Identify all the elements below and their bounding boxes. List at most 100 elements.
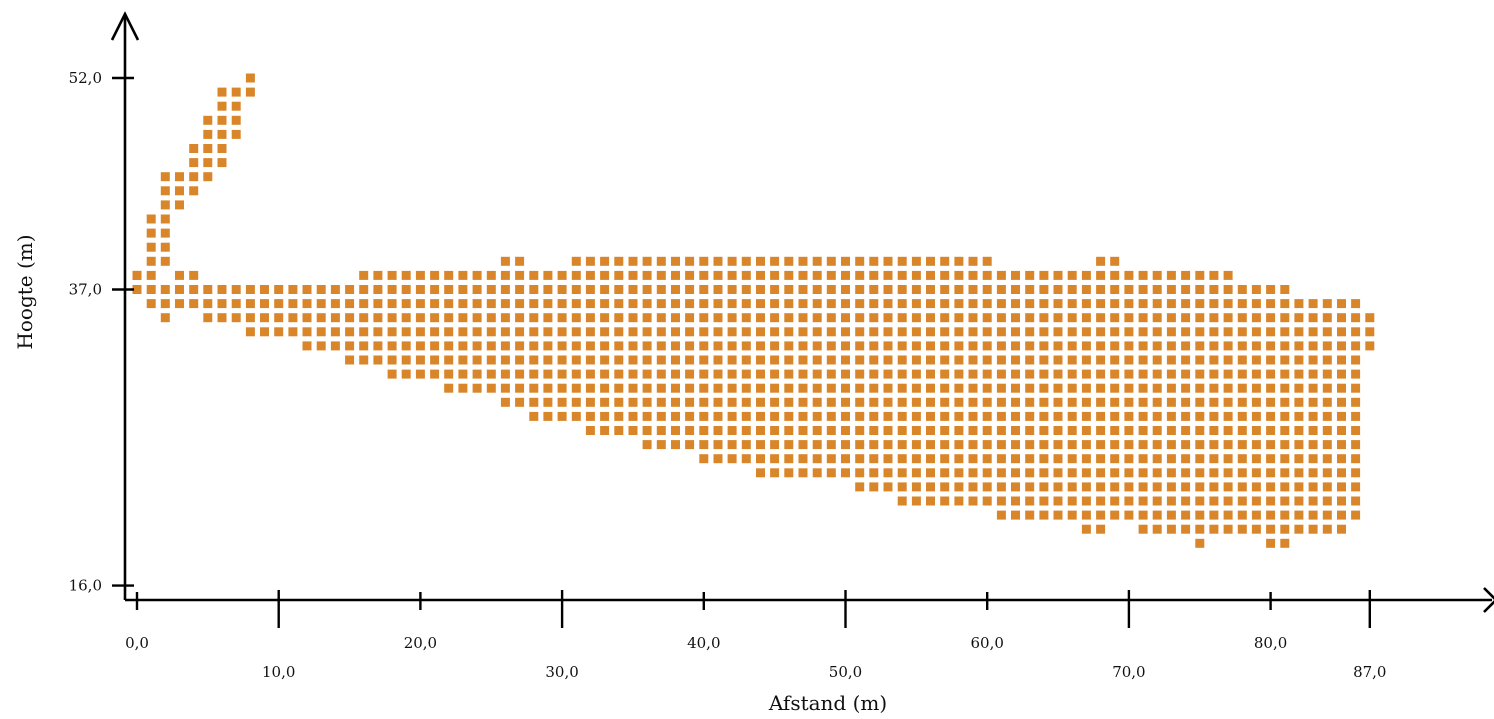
body-cell	[911, 411, 921, 421]
body-cell	[1039, 454, 1049, 464]
body-cell	[1110, 327, 1120, 337]
body-cell	[713, 313, 723, 323]
body-cell	[1053, 482, 1063, 492]
body-cell	[741, 397, 751, 407]
body-cell	[1223, 510, 1233, 520]
body-cell	[1110, 285, 1120, 294]
body-cell	[798, 256, 808, 266]
body-cell	[1039, 496, 1049, 506]
body-cell	[1081, 397, 1091, 407]
body-cell	[1152, 496, 1162, 506]
body-cell	[1181, 299, 1191, 309]
body-cell	[1351, 468, 1361, 478]
body-cell	[1308, 327, 1318, 337]
body-cell	[1308, 355, 1318, 365]
body-cell	[727, 454, 737, 464]
body-cell	[1195, 524, 1205, 534]
body-cell	[699, 355, 709, 365]
arm-cell	[203, 144, 213, 153]
body-cell	[628, 369, 638, 379]
body-cell	[1223, 411, 1233, 421]
body-cell	[770, 426, 780, 435]
body-cell	[543, 313, 553, 323]
body-cell	[486, 355, 496, 365]
arm-cell	[231, 87, 241, 97]
body-cell	[1351, 411, 1361, 421]
body-cell	[982, 411, 992, 421]
body-cell	[1322, 313, 1332, 323]
body-cell	[1138, 383, 1148, 393]
body-cell	[1223, 426, 1233, 435]
body-cell	[614, 383, 624, 393]
body-cell	[614, 355, 624, 365]
body-cell	[727, 411, 737, 421]
body-cell	[911, 355, 921, 365]
body-cell	[1081, 454, 1091, 464]
body-cell	[685, 355, 695, 365]
body-cell	[500, 397, 510, 407]
body-cell	[741, 341, 751, 351]
body-cell	[1124, 313, 1134, 323]
body-cell	[996, 496, 1006, 506]
body-cell	[784, 454, 794, 464]
body-cell	[585, 299, 595, 309]
body-cell	[373, 270, 383, 280]
body-cell	[1067, 482, 1077, 492]
body-cell	[1039, 369, 1049, 379]
body-cell	[1322, 496, 1332, 506]
body-cell	[968, 411, 978, 421]
body-cell	[642, 341, 652, 351]
body-cell	[1053, 454, 1063, 464]
body-cell	[543, 341, 553, 351]
body-cell	[1166, 496, 1176, 506]
body-cell	[1280, 355, 1290, 365]
body-cell	[585, 369, 595, 379]
body-cell	[1251, 510, 1261, 520]
body-cell	[1195, 327, 1205, 337]
body-cell	[1266, 496, 1276, 506]
body-cell	[373, 355, 383, 365]
body-cell	[1124, 369, 1134, 379]
body-cell	[940, 270, 950, 280]
body-cell	[585, 285, 595, 294]
body-cell	[1337, 426, 1346, 435]
body-cell	[302, 285, 312, 294]
x-axis-arrow-icon	[1483, 587, 1494, 613]
body-cell	[784, 285, 794, 294]
body-cell	[1337, 355, 1346, 365]
body-cell	[784, 313, 794, 323]
body-cell	[430, 270, 440, 280]
body-cell	[841, 426, 850, 435]
body-cell	[1011, 383, 1020, 393]
body-cell	[288, 299, 298, 309]
body-cell	[1294, 496, 1304, 506]
x-tick-label: 87,0	[1353, 663, 1386, 681]
body-cell	[458, 383, 468, 393]
body-cell	[671, 299, 680, 309]
body-cell	[1181, 496, 1191, 506]
body-cell	[911, 482, 921, 492]
body-cell	[1124, 482, 1134, 492]
body-cell	[756, 397, 765, 407]
body-cell	[883, 482, 893, 492]
body-cell	[1322, 327, 1332, 337]
body-cell	[1067, 440, 1077, 450]
body-cell	[1322, 468, 1332, 478]
body-cell	[1138, 270, 1148, 280]
body-cell	[756, 299, 765, 309]
body-cell	[529, 327, 539, 337]
body-cell	[756, 355, 765, 365]
body-cell	[1096, 482, 1106, 492]
body-cell	[1081, 496, 1091, 506]
body-cell	[557, 411, 567, 421]
body-cell	[982, 468, 992, 478]
body-cell	[1351, 369, 1361, 379]
body-cell	[1138, 482, 1148, 492]
body-cell	[1011, 299, 1020, 309]
body-cell	[812, 355, 822, 365]
body-cell	[1138, 299, 1148, 309]
body-cell	[1237, 285, 1247, 294]
body-cell	[713, 426, 723, 435]
body-cell	[911, 468, 921, 478]
body-cell	[1025, 440, 1035, 450]
